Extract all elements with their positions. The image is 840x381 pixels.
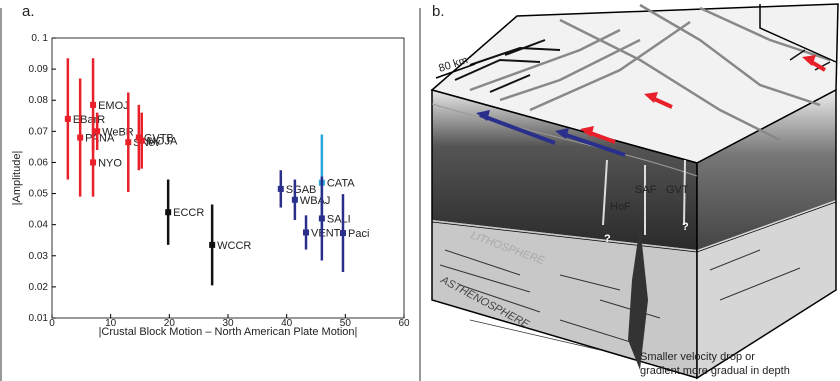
arrow [580,126,594,137]
y-tick-label: 0.04 [29,220,49,231]
fault-label: SAF [635,184,657,196]
y-tick-label: 0.02 [29,282,49,293]
unknown-mark: ? [682,221,689,233]
lithosphere-front [432,90,697,250]
x-tick-label: 10 [105,318,117,329]
point-label: NYO [98,157,122,169]
arrow [479,113,556,145]
y-tick-label: 0.06 [29,157,49,168]
side-face [696,88,837,380]
fault-label: HoF [610,201,631,213]
hatch [439,249,801,346]
point [125,139,132,146]
cut-edge [759,4,837,63]
point-label: Paci [348,228,369,240]
layer-boundary [431,201,837,253]
y-tick-label: 0.08 [29,95,49,106]
panel-label: b. [432,3,445,20]
note: Smaller velocity drop or [640,351,755,363]
x-tick-label: 40 [281,318,293,329]
x-tick-label: 0 [49,318,55,329]
arrow [476,110,490,121]
fault-trace [602,159,686,235]
arrow [559,131,626,157]
point [165,209,172,216]
leader-line [469,319,601,351]
y-tick-label: 0. 1 [31,33,48,44]
point [318,215,325,222]
fault-label: GVT [666,184,689,196]
x-tick-label: 30 [222,318,234,329]
y-axis-label: |Amplitude| [11,151,23,206]
lithosphere-side [697,90,836,250]
point-label: VENT [311,227,341,239]
point-label: WBAJ [300,195,331,207]
point [77,134,84,141]
point [291,196,298,203]
point-label: EBarR [73,114,105,126]
point [303,229,310,236]
scale-bar [435,63,476,79]
point-label: WCCR [217,240,251,252]
panel-label: a. [22,3,35,20]
fault-lines-black [789,49,831,71]
fault-lines [469,3,831,142]
point-label: SGAB [286,184,317,196]
x-tick-label: 50 [340,318,352,329]
y-tick-label: 0.01 [29,313,49,324]
point [135,134,142,141]
point-label: GVTB [144,133,174,145]
point [339,230,346,237]
point-label: SALI [327,213,351,225]
point [90,101,97,108]
x-axis-label: |Crustal Block Motion – North American P… [99,326,358,338]
point [64,115,71,122]
point [277,185,284,192]
point [94,128,101,135]
point [138,137,145,144]
fault-zone [628,225,648,370]
y-tick-label: 0.09 [29,64,49,75]
unknown-mark: ? [604,233,611,245]
point-label: EMOJ [98,100,129,112]
point-label: MOJA [147,136,178,148]
note: gradient more gradual in depth [640,365,790,377]
x-tick-label: 20 [164,318,176,329]
point [90,159,97,166]
y-tick-label: 0.07 [29,126,49,137]
asthenosphere-side [697,200,836,378]
x-tick-label: 60 [398,318,410,329]
arrow [644,92,658,103]
y-tick-label: 0.05 [29,189,49,200]
point-label: CATA [327,178,355,190]
layer-line [431,103,698,177]
arrow [555,128,569,139]
y-tick-label: 0.03 [29,251,49,262]
arrow [802,55,816,66]
point [209,241,216,248]
block-diagram: b. 80 km HoF SAF GVT ? ? LITHOSPHERE AST… [430,3,839,380]
point-label: WeBR [102,126,134,138]
fault-lines-black [454,39,561,93]
point-label: ECCR [173,207,204,219]
